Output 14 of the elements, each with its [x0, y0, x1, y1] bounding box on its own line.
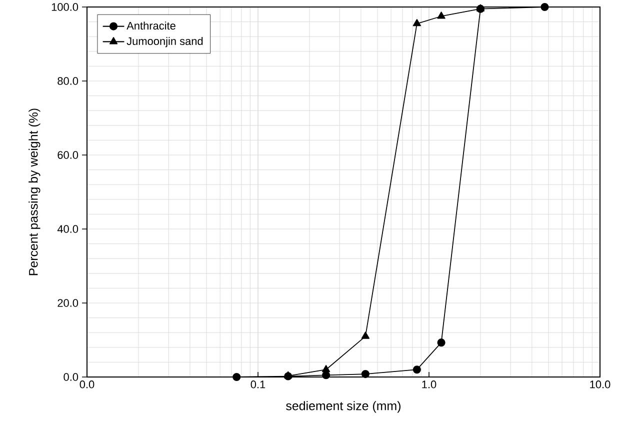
- x-axis-title: sediement size (mm): [286, 401, 400, 413]
- y-tick-label: 40.0: [57, 225, 78, 233]
- x-tick-label: 1.0: [422, 380, 436, 388]
- y-tick-label: 100.0: [52, 3, 78, 11]
- legend-label: Jumoonjin sand: [126, 36, 203, 48]
- x-tick-label: 0.1: [250, 380, 266, 388]
- x-tick-label: 0.0: [80, 380, 94, 388]
- x-tick-label: 10.0: [590, 380, 610, 388]
- legend-label: Anthracite: [126, 22, 176, 30]
- y-tick-label: 20.0: [58, 299, 78, 307]
- y-tick-label: 80.0: [58, 77, 78, 85]
- y-tick-label: 0.0: [64, 373, 78, 381]
- y-axis-title: Percent passing by weight (%): [28, 108, 40, 276]
- y-tick-label: 60.0: [58, 151, 78, 159]
